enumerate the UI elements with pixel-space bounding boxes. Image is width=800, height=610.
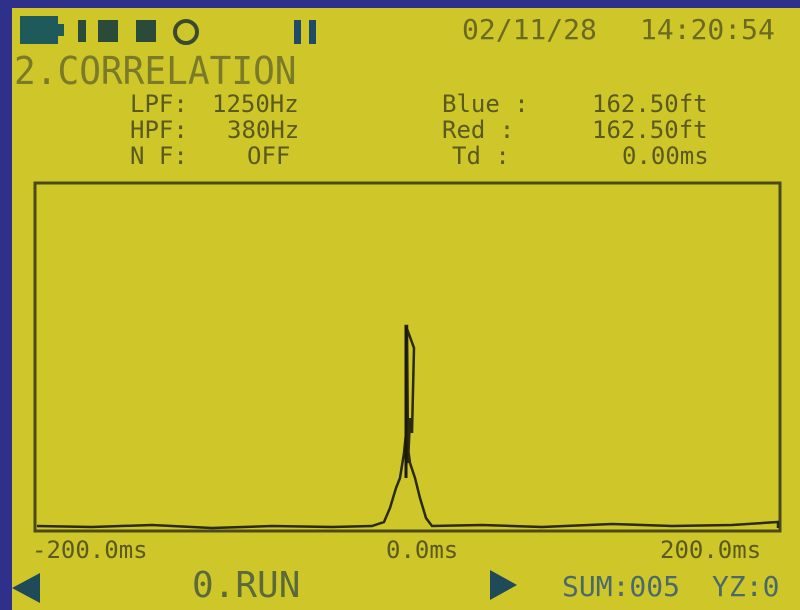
reading-value: 162.50ft [592,118,708,142]
run-status: 0.RUN [192,568,300,604]
reading-value: 162.50ft [592,92,708,116]
lcd-screen: 02/11/28 14:20:54 2.CORRELATION LPF: 125… [12,8,800,610]
setting-value: OFF [247,144,290,168]
status-icon [175,21,197,43]
reading-label: Td : [452,144,510,168]
setting-value: 380Hz [227,118,299,142]
x-axis-label: 200.0ms [660,538,761,562]
date: 02/11/28 [462,16,597,44]
status-icon [78,20,86,42]
setting-label: HPF: [130,118,188,142]
sum-count: SUM:005 [562,573,680,601]
reading-value: 0.00ms [622,144,709,168]
setting-label: N F: [130,144,188,168]
setting-label: LPF: [130,92,188,116]
right-arrow[interactable] [490,570,517,600]
pause-bar [294,20,301,44]
mode-title: 2.CORRELATION [14,52,297,90]
time: 14:20:54 [640,16,775,44]
x-axis-label: -200.0ms [32,538,148,562]
battery-tip [58,24,64,36]
battery-icon [20,16,58,44]
left-arrow[interactable] [12,573,40,603]
page: 02/11/28 14:20:54 2.CORRELATION LPF: 125… [0,0,800,610]
reading-label: Red : [442,118,514,142]
pause-bar [309,20,316,44]
setting-value: 1250Hz [212,92,299,116]
status-icon [98,20,118,42]
x-axis-label: 0.0ms [386,538,458,562]
status-icon [136,20,156,42]
reading-label: Blue : [442,92,529,116]
yz-value: YZ:0 [712,573,779,601]
